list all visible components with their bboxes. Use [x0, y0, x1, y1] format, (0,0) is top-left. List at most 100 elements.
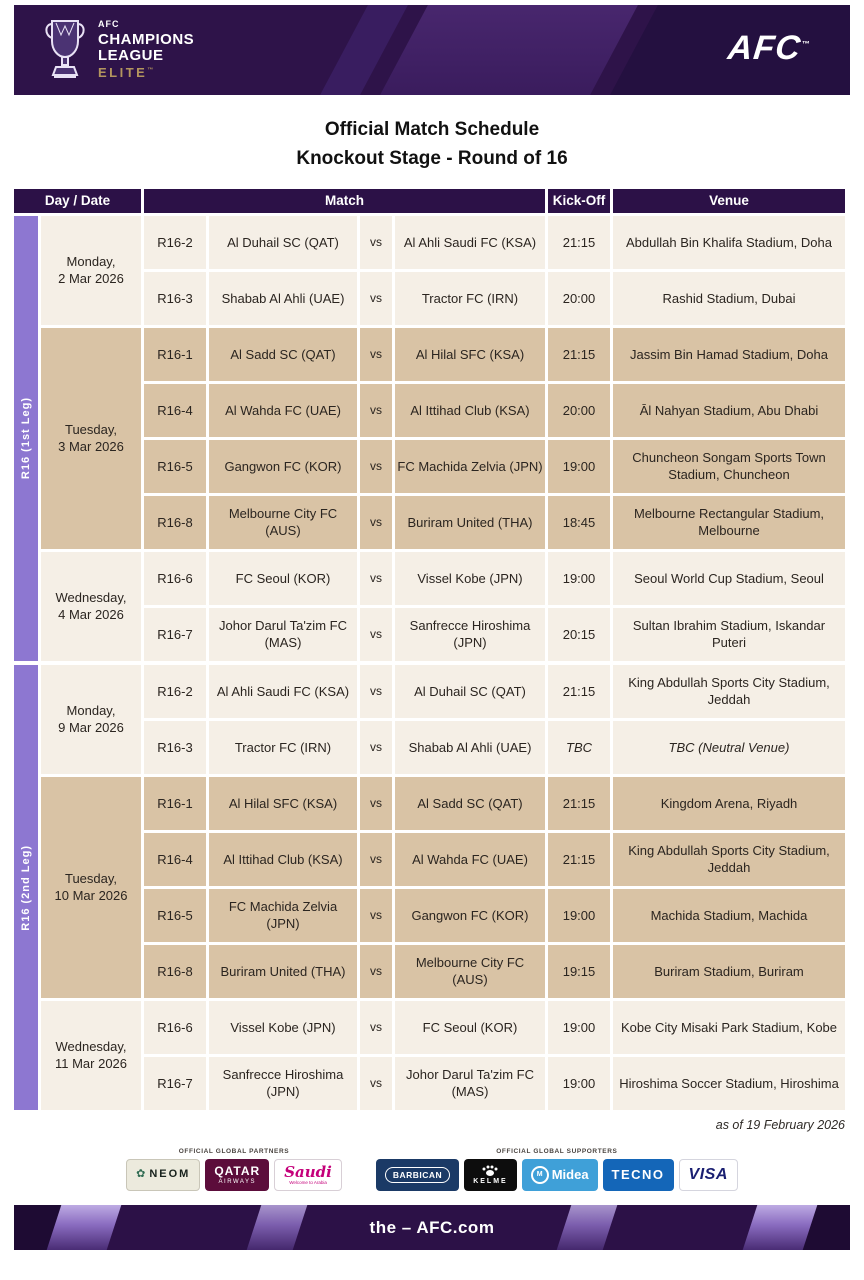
- kickoff-time: 19:00: [548, 551, 610, 605]
- column-header-match: Match: [144, 188, 545, 213]
- afc-website-url: the – AFC.com: [369, 1217, 495, 1237]
- vs-label: vs: [360, 1056, 392, 1110]
- venue: Abdullah Bin Khalifa Stadium, Doha: [613, 215, 845, 269]
- away-team: FC Machida Zelvia (JPN): [395, 439, 545, 493]
- leg-section: R16 (1st Leg) Monday, 2 Mar 2026 R16-2 Al Du…: [14, 215, 845, 661]
- footer-bar: the – AFC.com: [14, 1204, 850, 1250]
- away-team: Al Sadd SC (QAT): [395, 776, 545, 830]
- date-cell: Tuesday, 3 Mar 2026: [41, 327, 141, 549]
- match-number: R16-4: [144, 383, 206, 437]
- partners-group: OFFICIAL GLOBAL PARTNERS ✿ NEOM QATAR AI…: [126, 1148, 342, 1191]
- date-cell: Wednesday, 4 Mar 2026: [41, 551, 141, 661]
- match-row: R16-4 Al Wahda FC (UAE) vs Al Ittihad Club …: [144, 383, 845, 437]
- partners-logos: ✿ NEOM QATAR AIRWAYS Saudi Welcome to Ar…: [126, 1158, 342, 1191]
- date-group: Wednesday, 11 Mar 2026 R16-6 Vissel Kobe (J…: [41, 1000, 845, 1110]
- acl-champions-label: CHAMPIONS: [98, 30, 195, 48]
- day-name: Monday,: [66, 702, 116, 718]
- match-rows: R16-6 Vissel Kobe (JPN) vs FC Seoul (KOR) 19…: [144, 1000, 845, 1110]
- away-team: Tractor FC (IRN): [395, 271, 545, 325]
- match-row: R16-6 Vissel Kobe (JPN) vs FC Seoul (KOR) 19…: [144, 1000, 845, 1054]
- acl-elite-label: ELITE™: [98, 64, 154, 80]
- venue: Jassim Bin Hamad Stadium, Doha: [613, 327, 845, 381]
- neom-logo: ✿ NEOM: [126, 1158, 201, 1191]
- date-value: 9 Mar 2026: [58, 720, 124, 736]
- date-value: 4 Mar 2026: [58, 607, 124, 623]
- match-row: R16-5 Gangwon FC (KOR) vs FC Machida Zelvia…: [144, 439, 845, 493]
- kickoff-time: 21:15: [548, 327, 610, 381]
- vs-label: vs: [360, 551, 392, 605]
- column-header-day-date: Day / Date: [14, 188, 141, 213]
- saudi-logo: Saudi Welcome to Arabia: [274, 1158, 342, 1191]
- match-number: R16-6: [144, 551, 206, 605]
- sponsor-strip: OFFICIAL GLOBAL PARTNERS ✿ NEOM QATAR AI…: [0, 1148, 864, 1191]
- home-team: Vissel Kobe (JPN): [209, 1000, 357, 1054]
- match-number: R16-2: [144, 215, 206, 269]
- kickoff-time: 19:00: [548, 439, 610, 493]
- vs-label: vs: [360, 720, 392, 774]
- home-team: Gangwon FC (KOR): [209, 439, 357, 493]
- kickoff-time: 21:15: [548, 832, 610, 886]
- leg-content: Monday, 9 Mar 2026 R16-2 Al Ahli Saudi FC (…: [41, 664, 845, 1110]
- away-team: Al Duhail SC (QAT): [395, 664, 545, 718]
- kickoff-time: 19:00: [548, 1000, 610, 1054]
- home-team: Tractor FC (IRN): [209, 720, 357, 774]
- date-group: Wednesday, 4 Mar 2026 R16-6 FC Seoul (KOR) v…: [41, 551, 845, 661]
- venue: Chuncheon Songam Sports Town Stadium, Ch…: [613, 439, 845, 493]
- acl-league-label: LEAGUE: [98, 46, 164, 64]
- leg-section: R16 (2nd Leg) Monday, 9 Mar 2026 R16-2 Al Ah…: [14, 664, 845, 1110]
- day-name: Wednesday,: [55, 589, 127, 605]
- date-cell: Wednesday, 11 Mar 2026: [41, 1000, 141, 1110]
- vs-label: vs: [360, 439, 392, 493]
- match-number: R16-1: [144, 327, 206, 381]
- date-value: 11 Mar 2026: [54, 1056, 128, 1072]
- venue: Kingdom Arena, Riyadh: [613, 776, 845, 830]
- home-team: Al Hilal SFC (KSA): [209, 776, 357, 830]
- vs-label: vs: [360, 215, 392, 269]
- vs-label: vs: [360, 888, 392, 942]
- vs-label: vs: [360, 832, 392, 886]
- venue: Sultan Ibrahim Stadium, Iskandar Puteri: [613, 607, 845, 661]
- date-group: Monday, 9 Mar 2026 R16-2 Al Ahli Saudi FC (…: [41, 664, 845, 774]
- kelme-logo: KELME: [464, 1158, 517, 1191]
- away-team: Al Wahda FC (UAE): [395, 832, 545, 886]
- vs-label: vs: [360, 271, 392, 325]
- match-row: R16-7 Sanfrecce Hiroshima (JPN) vs Johor Da…: [144, 1056, 845, 1110]
- venue: Hiroshima Soccer Stadium, Hiroshima: [613, 1056, 845, 1110]
- kickoff-time: 20:15: [548, 607, 610, 661]
- venue: Melbourne Rectangular Stadium, Melbourne: [613, 495, 845, 549]
- match-rows: R16-2 Al Duhail SC (QAT) vs Al Ahli Saudi F…: [144, 215, 845, 325]
- home-team: FC Machida Zelvia (JPN): [209, 888, 357, 942]
- acl-elite-logo: AFC CHAMPIONS LEAGUE ELITE™: [42, 15, 194, 83]
- match-row: R16-7 Johor Darul Ta'zim FC (MAS) vs Sanfre…: [144, 607, 845, 661]
- home-team: Shabab Al Ahli (UAE): [209, 271, 357, 325]
- banner-diagonal: [599, 5, 850, 95]
- home-team: Al Duhail SC (QAT): [209, 215, 357, 269]
- match-row: R16-3 Tractor FC (IRN) vs Shabab Al Ahli (U…: [144, 720, 845, 774]
- match-number: R16-4: [144, 832, 206, 886]
- home-team: Sanfrecce Hiroshima (JPN): [209, 1056, 357, 1110]
- visa-logo: VISA: [678, 1158, 738, 1191]
- match-row: R16-2 Al Duhail SC (QAT) vs Al Ahli Saudi F…: [144, 215, 845, 269]
- match-row: R16-1 Al Hilal SFC (KSA) vs Al Sadd SC (QAT…: [144, 776, 845, 830]
- day-name: Monday,: [66, 253, 116, 269]
- match-number: R16-7: [144, 607, 206, 661]
- vs-label: vs: [360, 944, 392, 998]
- vs-label: vs: [360, 664, 392, 718]
- match-row: R16-1 Al Sadd SC (QAT) vs Al Hilal SFC (KSA…: [144, 327, 845, 381]
- venue: King Abdullah Sports City Stadium, Jedda…: [613, 664, 845, 718]
- acl-logo-text: AFC CHAMPIONS LEAGUE ELITE™: [98, 19, 195, 80]
- column-header-kickoff: Kick-Off: [548, 188, 610, 213]
- match-rows: R16-1 Al Sadd SC (QAT) vs Al Hilal SFC (KSA…: [144, 327, 845, 549]
- kickoff-time: 19:00: [548, 888, 610, 942]
- match-row: R16-6 FC Seoul (KOR) vs Vissel Kobe (JPN) 19…: [144, 551, 845, 605]
- match-number: R16-2: [144, 664, 206, 718]
- away-team: Shabab Al Ahli (UAE): [395, 720, 545, 774]
- away-team: Al Hilal SFC (KSA): [395, 327, 545, 381]
- home-team: Al Sadd SC (QAT): [209, 327, 357, 381]
- match-number: R16-1: [144, 776, 206, 830]
- date-group: Tuesday, 3 Mar 2026 R16-1 Al Sadd SC (QAT) v…: [41, 327, 845, 549]
- leg-label: R16 (2nd Leg): [20, 844, 32, 931]
- banner-diagonal: [369, 5, 649, 95]
- trademark-symbol: ™: [800, 39, 811, 49]
- neom-icon: ✿: [136, 1168, 146, 1181]
